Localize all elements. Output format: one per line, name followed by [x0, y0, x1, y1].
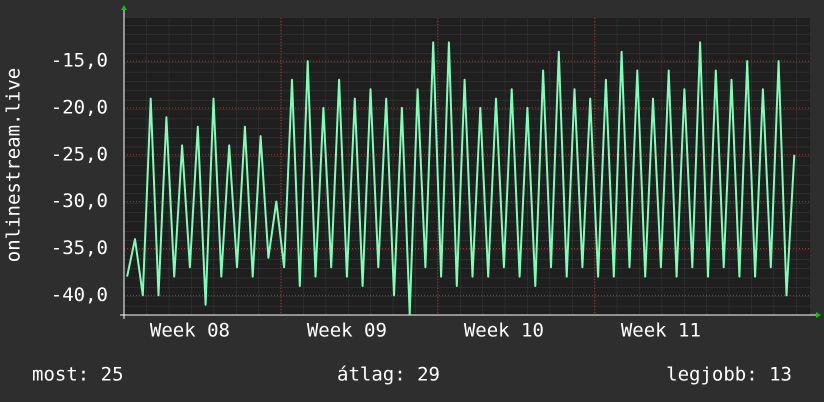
y-tick-label: -40,0 — [51, 284, 108, 306]
footer-average: átlag: 29 — [337, 364, 440, 386]
y-tick-label: -25,0 — [51, 143, 108, 165]
data-line — [126, 41, 796, 316]
y-tick-label: -35,0 — [51, 237, 108, 259]
x-axis-arrow — [816, 312, 821, 318]
y-axis-label: onlinestream.live — [3, 68, 25, 262]
x-tick-label: Week 09 — [307, 320, 387, 342]
y-tick-label: -15,0 — [51, 50, 108, 72]
footer-best: legjobb: 13 — [666, 364, 792, 386]
footer-current: most: 25 — [32, 364, 124, 386]
y-axis-arrow — [121, 5, 127, 10]
x-tick-label: Week 10 — [464, 320, 544, 342]
y-tick-label: -30,0 — [51, 190, 108, 212]
y-tick-label: -20,0 — [51, 96, 108, 118]
x-tick-label: Week 08 — [150, 320, 230, 342]
x-tick-label: Week 11 — [621, 320, 701, 342]
